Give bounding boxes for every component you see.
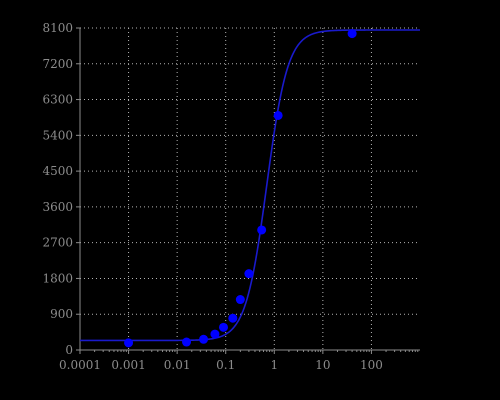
- x-tick-label: 0.001: [111, 358, 145, 372]
- y-tick-label: 6300: [42, 93, 73, 107]
- y-axis-ticks: 0 900 1800 2700 3600 4500 5400 6300 7200 8100: [42, 21, 80, 357]
- fitted-curve-group: [80, 29, 420, 342]
- data-point: [244, 269, 254, 279]
- fitted-curve-line: [80, 29, 420, 342]
- y-tick-label: 8100: [42, 21, 73, 35]
- data-point: [257, 225, 267, 235]
- x-tick-label: 1: [270, 358, 278, 372]
- data-points: [124, 29, 357, 348]
- x-axis-ticks: 0.0001 0.001 0.01 0.1 1 10 100: [59, 350, 419, 372]
- data-point: [199, 334, 209, 344]
- y-tick-label: 900: [50, 307, 73, 321]
- y-tick-label: 4500: [42, 164, 73, 178]
- data-point: [235, 295, 245, 305]
- x-tick-label: 10: [315, 358, 330, 372]
- y-tick-label: 7200: [42, 57, 73, 71]
- axes: [79, 28, 420, 351]
- data-point: [218, 322, 228, 332]
- y-tick-label: 3600: [42, 200, 73, 214]
- y-tick-label: 1800: [42, 271, 73, 285]
- x-tick-label: 0.1: [216, 358, 235, 372]
- data-point: [228, 313, 238, 323]
- y-tick-label: 0: [65, 343, 73, 357]
- data-point: [210, 329, 220, 339]
- y-tick-label: 2700: [42, 236, 73, 250]
- data-point: [124, 338, 134, 348]
- x-tick-label: 100: [360, 358, 383, 372]
- y-tick-label: 5400: [42, 128, 73, 142]
- x-tick-label: 0.0001: [59, 358, 101, 372]
- data-point: [182, 337, 192, 347]
- x-tick-label: 0.01: [164, 358, 191, 372]
- grid: [80, 27, 420, 350]
- data-point: [347, 29, 357, 39]
- data-point: [273, 110, 283, 120]
